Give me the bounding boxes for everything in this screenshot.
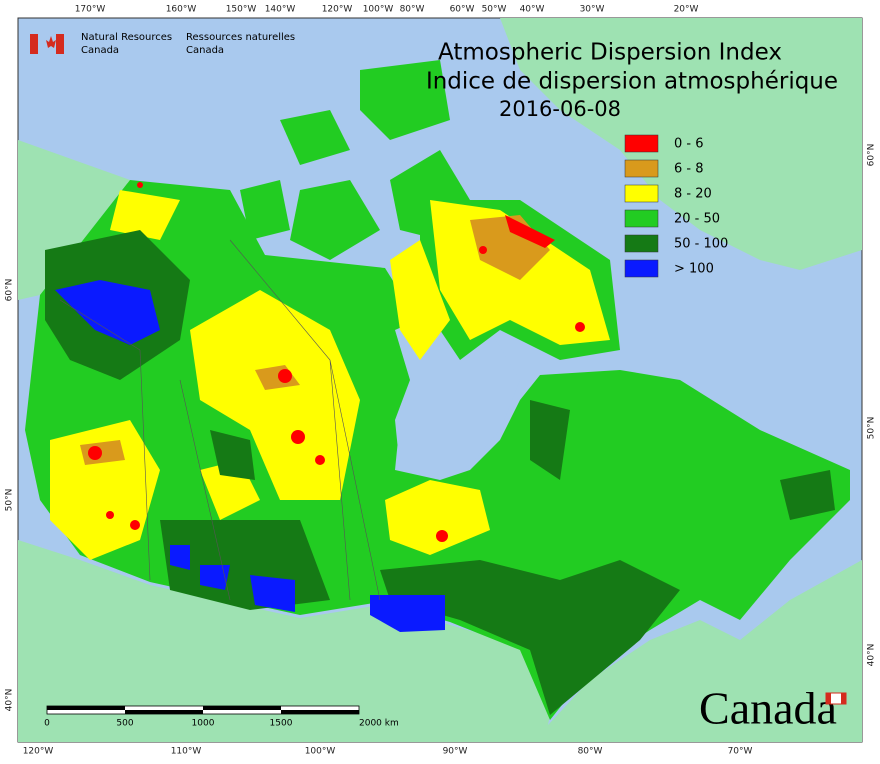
hudson-bay bbox=[395, 310, 520, 478]
legend-swatch bbox=[624, 184, 659, 203]
legend-label: > 100 bbox=[674, 262, 714, 277]
scale-segment bbox=[203, 706, 281, 710]
zone-0-6 bbox=[130, 520, 140, 530]
legend-label: 8 - 20 bbox=[674, 187, 712, 202]
zone-50-100 bbox=[210, 430, 255, 480]
zone-8-20 bbox=[190, 290, 360, 500]
island bbox=[280, 110, 350, 165]
graticule-top: 140°W bbox=[265, 5, 296, 15]
zone-8-20 bbox=[110, 190, 180, 240]
border-lines bbox=[59, 239, 381, 601]
zone-0-6 bbox=[575, 322, 585, 332]
graticule-top: 160°W bbox=[166, 5, 197, 15]
graticule-right: 50°N bbox=[867, 417, 877, 440]
scale-segment bbox=[47, 706, 125, 710]
island bbox=[360, 60, 450, 140]
date: 2016-06-08 bbox=[499, 97, 621, 121]
canada-index bbox=[25, 60, 850, 720]
graticule-left: 40°N bbox=[5, 689, 15, 712]
zone-0-6 bbox=[88, 446, 102, 460]
zone-over-100 bbox=[370, 595, 445, 632]
flag-bar bbox=[30, 34, 38, 54]
legend-swatch bbox=[624, 234, 659, 253]
header: Natural Resources Canada Ressources natu… bbox=[30, 32, 838, 121]
land bbox=[18, 18, 862, 742]
island bbox=[290, 180, 380, 260]
legend: 0 - 6 6 - 8 8 - 20 20 - 50 50 - 100 > 100 bbox=[624, 134, 728, 278]
zone-0-6 bbox=[291, 430, 305, 444]
graticule-right: 40°N bbox=[867, 644, 877, 667]
maple-leaf bbox=[46, 36, 56, 48]
graticule-bottom: 110°W bbox=[171, 747, 202, 757]
scale-segment bbox=[281, 710, 359, 714]
org-en: Natural Resources bbox=[81, 32, 172, 43]
graticule-labels: 170°W 160°W 150°W 140°W 120°W 100°W 80°W 60°W 50… bbox=[5, 5, 877, 757]
wordmark: Canada bbox=[699, 683, 837, 734]
legend-label: 6 - 8 bbox=[674, 162, 704, 177]
scale-label: 500 bbox=[116, 719, 133, 729]
graticule-bottom: 80°W bbox=[578, 747, 603, 757]
zone-0-6 bbox=[278, 369, 292, 383]
zone-0-6 bbox=[479, 246, 487, 254]
graticule-left: 50°N bbox=[5, 489, 15, 512]
graticule-top: 100°W bbox=[363, 5, 394, 15]
legend-swatch bbox=[624, 259, 659, 278]
legend-swatch bbox=[624, 134, 659, 153]
graticule-top: 80°W bbox=[400, 5, 425, 15]
org-fr: Canada bbox=[186, 45, 224, 56]
legend-label: 0 - 6 bbox=[674, 137, 704, 152]
zone-8-20 bbox=[390, 240, 450, 360]
zone-50-100 bbox=[530, 400, 570, 480]
wordmark-flag-bar bbox=[826, 693, 831, 704]
graticule-top: 150°W bbox=[226, 5, 257, 15]
graticule-bottom: 100°W bbox=[305, 747, 336, 757]
graticule-top: 50°W bbox=[482, 5, 507, 15]
zone-8-20 bbox=[385, 480, 490, 555]
title: Indice de dispersion atmosphérique bbox=[426, 69, 838, 95]
zone-50-100 bbox=[380, 560, 680, 715]
scale-segment bbox=[125, 710, 203, 714]
graticule-top: 120°W bbox=[322, 5, 353, 15]
graticule-bottom: 90°W bbox=[443, 747, 468, 757]
scale-bar: 0 500 1000 1500 2000 km bbox=[44, 705, 399, 729]
scale-label: 1000 bbox=[192, 719, 215, 729]
legend-swatch bbox=[624, 209, 659, 228]
zone-0-6 bbox=[137, 182, 143, 188]
zone-over-100 bbox=[170, 545, 190, 570]
org-en: Canada bbox=[81, 45, 119, 56]
graticule-top: 60°W bbox=[450, 5, 475, 15]
org-fr: Ressources naturelles bbox=[186, 32, 295, 43]
scale-label: 1500 bbox=[270, 719, 293, 729]
title: Atmospheric Dispersion Index bbox=[438, 40, 782, 66]
graticule-left: 60°N bbox=[5, 279, 15, 302]
legend-label: 50 - 100 bbox=[674, 237, 728, 252]
graticule-bottom: 70°W bbox=[728, 747, 753, 757]
wordmark-flag-bar bbox=[841, 693, 846, 704]
greenland bbox=[500, 18, 862, 270]
island bbox=[240, 180, 290, 240]
scale-label: 0 bbox=[44, 719, 50, 729]
zone-over-100 bbox=[55, 280, 160, 345]
flag-bar bbox=[56, 34, 64, 54]
graticule-top: 20°W bbox=[674, 5, 699, 15]
legend-swatch bbox=[624, 159, 659, 178]
zone-0-6 bbox=[436, 530, 448, 542]
zone-0-6 bbox=[106, 511, 114, 519]
legend-label: 20 - 50 bbox=[674, 212, 720, 227]
united-states bbox=[18, 540, 862, 742]
graticule-top: 170°W bbox=[75, 5, 106, 15]
zone-0-6 bbox=[315, 455, 325, 465]
zone-50-100 bbox=[780, 470, 835, 520]
zone-over-100 bbox=[200, 565, 230, 590]
zone-0-6 bbox=[505, 215, 555, 248]
scale-label: 2000 km bbox=[359, 719, 399, 729]
graticule-bottom: 120°W bbox=[23, 747, 54, 757]
graticule-top: 30°W bbox=[580, 5, 605, 15]
graticule-top: 40°W bbox=[520, 5, 545, 15]
provincial-borders bbox=[59, 239, 381, 601]
zone-over-100 bbox=[250, 575, 295, 612]
graticule-right: 60°N bbox=[867, 144, 877, 167]
